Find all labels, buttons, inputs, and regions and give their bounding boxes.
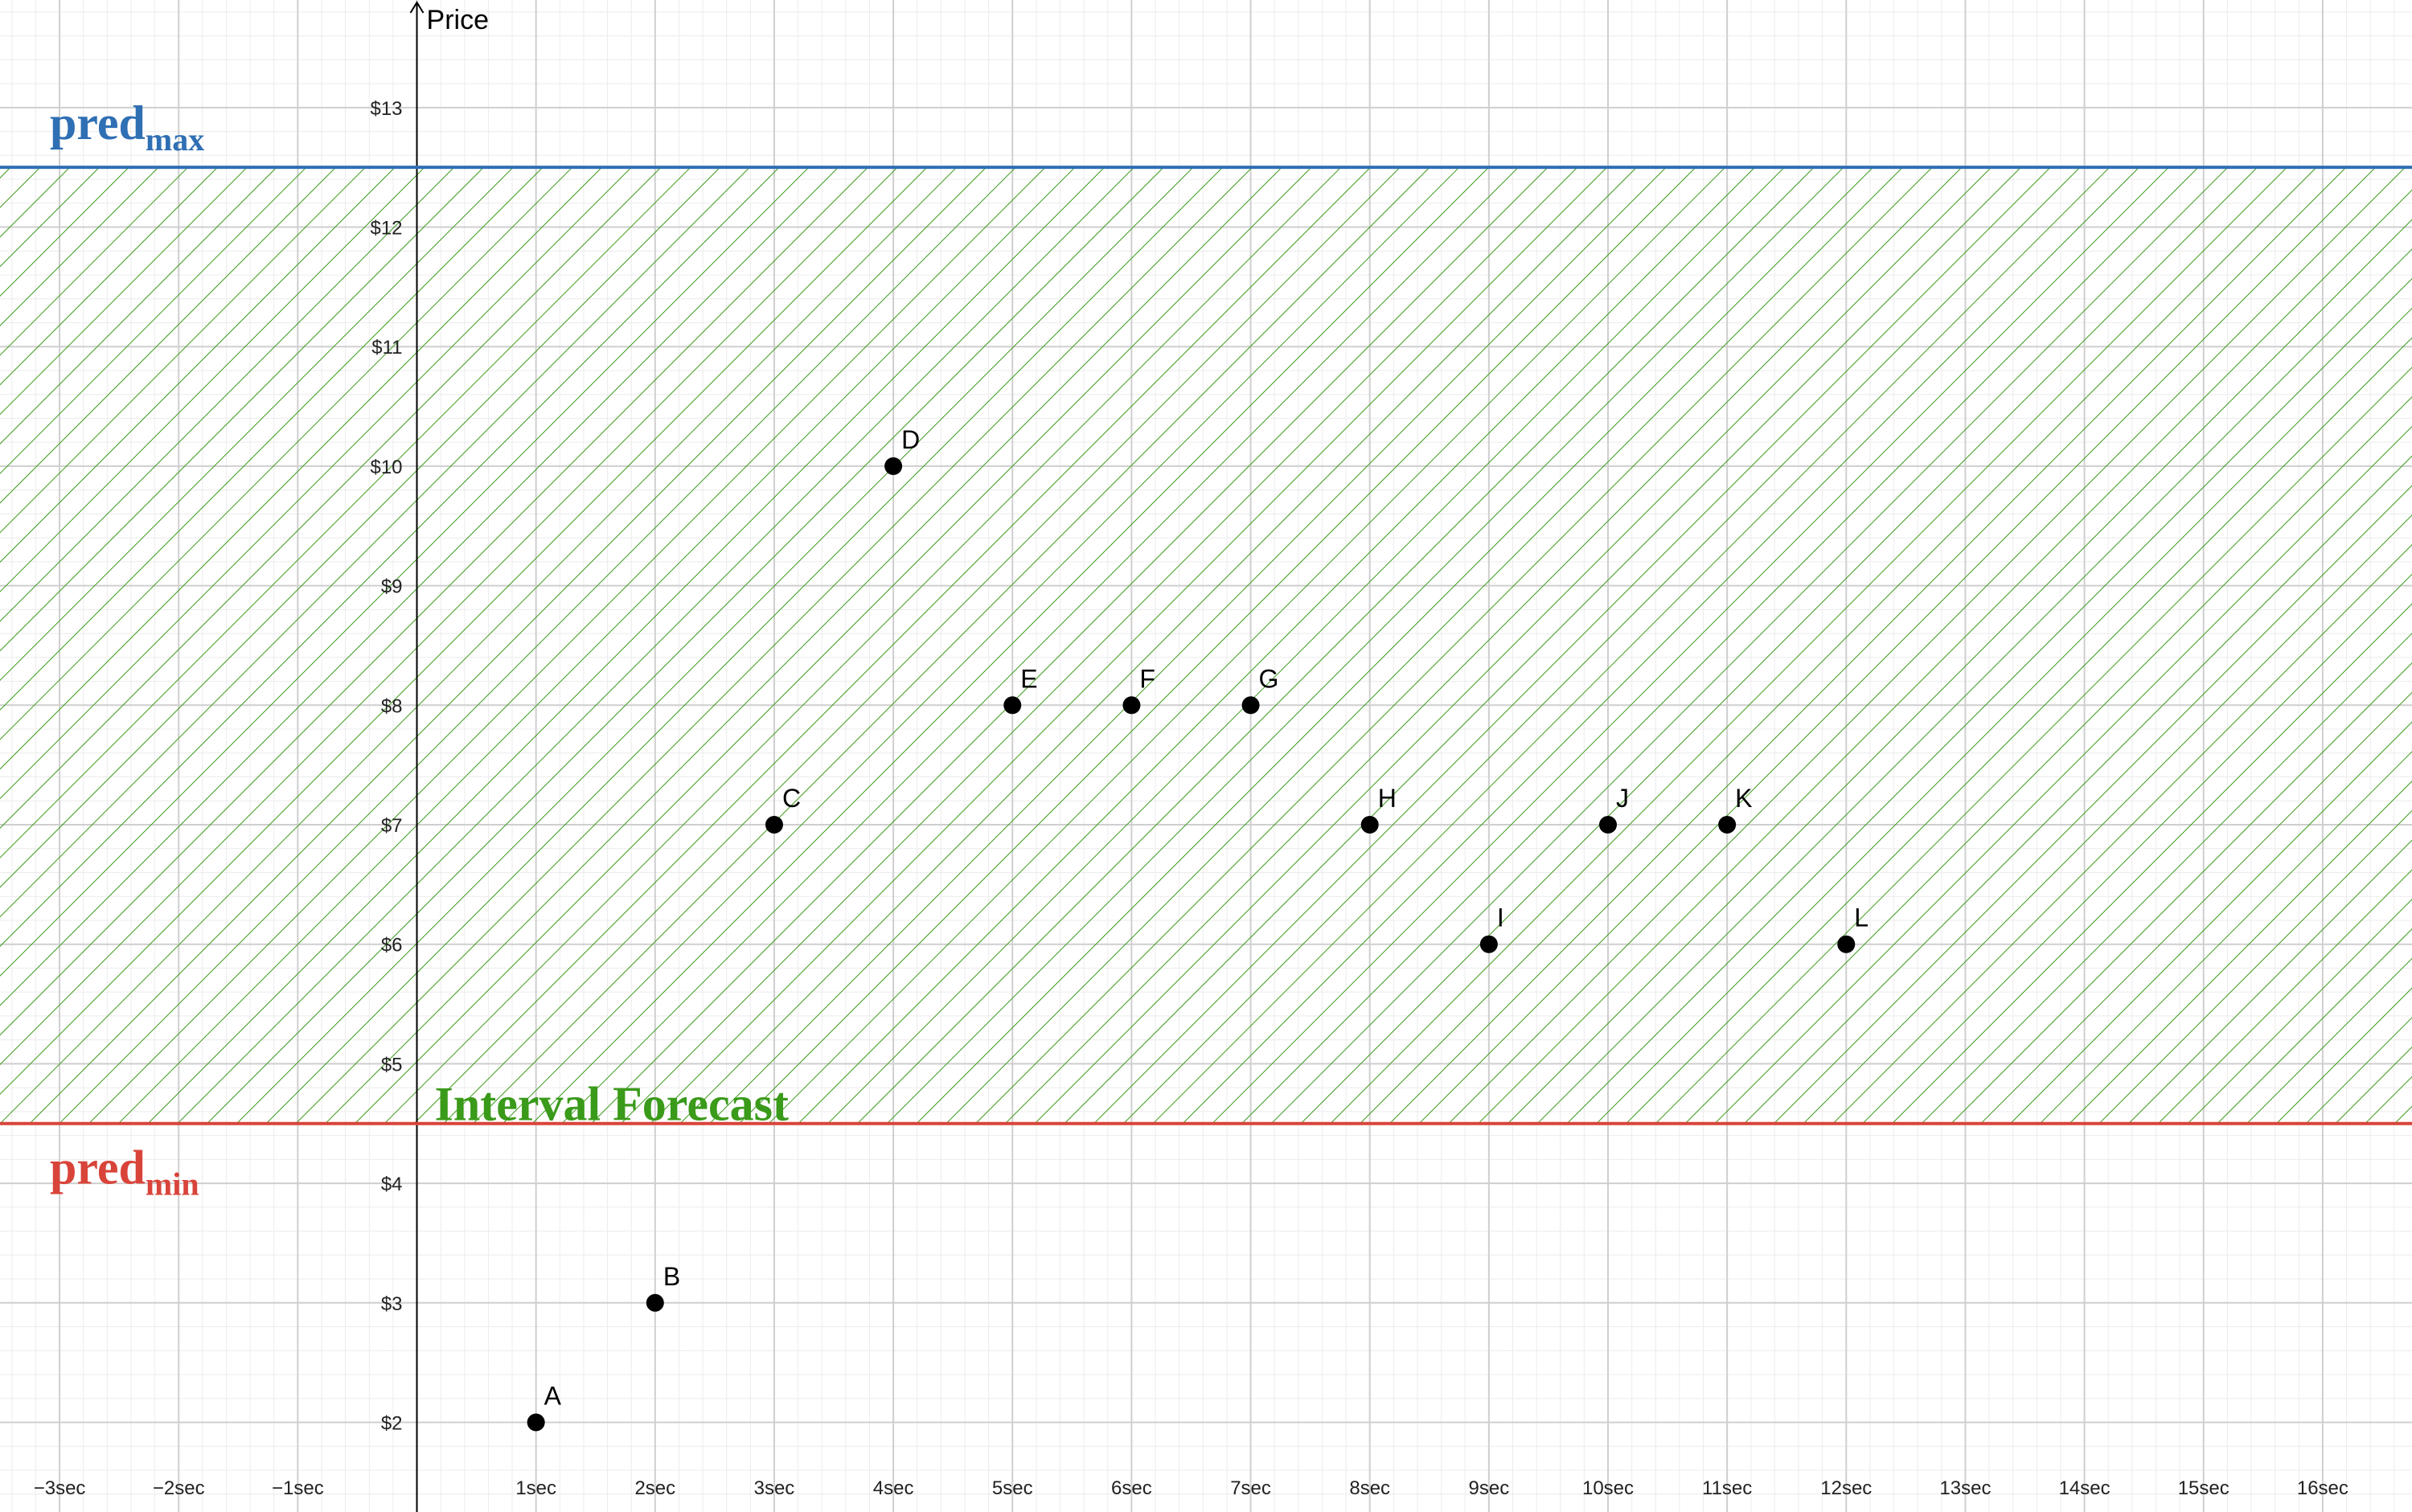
point-a xyxy=(527,1413,545,1432)
x-tick-label: 15sec xyxy=(2178,1477,2229,1499)
pred-min-label: predmin xyxy=(50,1141,199,1203)
x-tick-label: 8sec xyxy=(1349,1477,1390,1499)
point-h xyxy=(1360,816,1379,834)
y-tick-label: $7 xyxy=(381,815,403,837)
point-f xyxy=(1122,696,1141,715)
x-tick-label: 10sec xyxy=(1582,1477,1634,1499)
x-tick-label: 7sec xyxy=(1230,1477,1271,1499)
interval-forecast-band xyxy=(0,167,2412,1124)
x-tick-label: 4sec xyxy=(873,1477,914,1499)
point-label-k: K xyxy=(1735,784,1752,813)
y-tick-label: $4 xyxy=(381,1174,403,1195)
x-tick-label: 11sec xyxy=(1702,1477,1752,1499)
pred-max-label-main: pred xyxy=(50,96,146,150)
x-tick-label: 12sec xyxy=(1820,1477,1872,1499)
y-tick-label: $11 xyxy=(371,337,402,359)
x-tick-label: 5sec xyxy=(992,1477,1033,1499)
point-label-e: E xyxy=(1020,664,1037,693)
point-label-a: A xyxy=(544,1381,562,1410)
point-label-f: F xyxy=(1139,664,1155,693)
y-tick-label: $10 xyxy=(370,457,402,478)
pred-min-label-main: pred xyxy=(50,1141,146,1194)
point-label-b: B xyxy=(663,1262,680,1291)
x-tick-labels: −3sec −2sec −1sec 1sec 2sec 3sec 4sec 5sec 6sec 7… xyxy=(34,1477,2348,1499)
pred-max-label: predmax xyxy=(50,96,204,158)
point-i xyxy=(1479,935,1498,953)
point-d xyxy=(884,457,903,475)
pred-max-label-sub: max xyxy=(146,121,204,158)
x-tick-label: −1sec xyxy=(272,1477,324,1499)
point-b xyxy=(646,1293,664,1312)
point-c xyxy=(765,816,783,834)
point-k xyxy=(1718,816,1737,834)
y-tick-label: $2 xyxy=(381,1412,403,1434)
point-g xyxy=(1241,696,1260,715)
pred-min-label-sub: min xyxy=(146,1166,199,1203)
point-label-g: G xyxy=(1259,664,1279,693)
point-label-j: J xyxy=(1616,784,1629,813)
y-tick-label: $8 xyxy=(381,695,403,717)
point-label-i: I xyxy=(1497,904,1504,932)
x-tick-label: 13sec xyxy=(1939,1477,1991,1499)
x-tick-label: 3sec xyxy=(754,1477,795,1499)
point-j xyxy=(1599,816,1617,834)
x-tick-label: 9sec xyxy=(1469,1477,1510,1499)
y-tick-label: $9 xyxy=(381,576,403,598)
y-tick-label: $5 xyxy=(381,1054,403,1076)
x-tick-label: 16sec xyxy=(2297,1477,2348,1499)
point-label-d: D xyxy=(901,425,920,454)
y-axis-arrow-icon xyxy=(409,1,425,14)
x-tick-label: 1sec xyxy=(515,1477,556,1499)
x-tick-label: 14sec xyxy=(2059,1477,2110,1499)
point-e xyxy=(1003,696,1022,715)
x-tick-label: 2sec xyxy=(634,1477,675,1499)
x-tick-label: 6sec xyxy=(1111,1477,1152,1499)
y-tick-labels: $2 $3 $4 $5 $6 $7 $8 $9 $10 $11 $12 $13 xyxy=(370,98,402,1435)
x-tick-label: −3sec xyxy=(34,1477,86,1499)
interval-forecast-label: Interval Forecast xyxy=(435,1078,789,1131)
point-label-h: H xyxy=(1378,784,1397,813)
data-points: A B C D E F G H I J K L xyxy=(527,425,1868,1432)
y-axis-title: Price xyxy=(427,5,489,35)
y-tick-label: $3 xyxy=(381,1293,403,1315)
point-label-c: C xyxy=(782,784,801,813)
y-tick-label: $12 xyxy=(370,218,402,240)
point-l xyxy=(1837,935,1856,953)
x-tick-label: −2sec xyxy=(153,1477,205,1499)
y-tick-label: $13 xyxy=(370,98,402,120)
point-label-l: L xyxy=(1854,904,1868,932)
y-tick-label: $6 xyxy=(381,935,403,957)
